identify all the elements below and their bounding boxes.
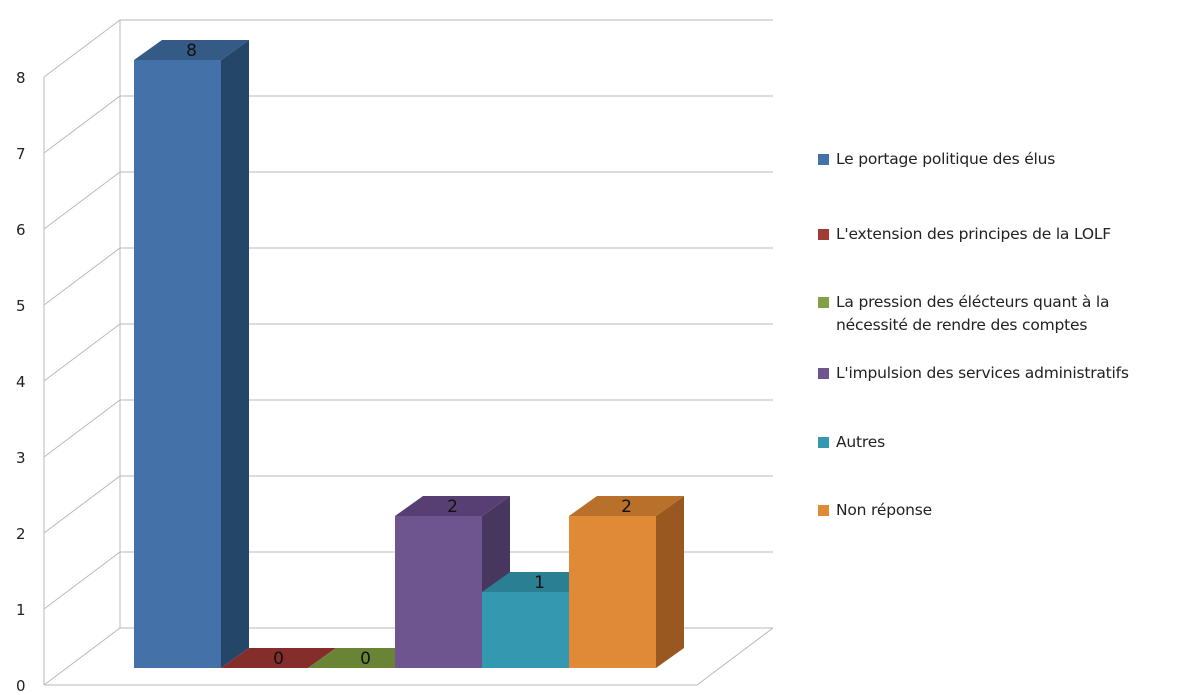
- data-label: 2: [447, 497, 458, 517]
- legend-swatch: [818, 505, 829, 516]
- bar-top-face: [221, 648, 336, 668]
- bar-front-face: [482, 592, 569, 668]
- legend-entry: Autres: [818, 431, 885, 454]
- gridline: [43, 19, 773, 78]
- legend-swatch: [818, 154, 829, 165]
- gridline: [43, 247, 773, 306]
- data-label: 2: [621, 497, 632, 517]
- legend-entry: L'impulsion des services administratifs: [818, 362, 1129, 385]
- bar: [569, 496, 684, 668]
- data-label: 0: [360, 649, 371, 669]
- bar-top-face: [482, 572, 597, 592]
- gridline: [43, 323, 773, 382]
- bar: [221, 648, 336, 668]
- legend-swatch: [818, 437, 829, 448]
- y-tick-label: 0: [16, 677, 26, 691]
- legend-label: Le portage politique des élus: [836, 150, 1056, 168]
- bar-side-face: [656, 496, 684, 668]
- y-tick-label: 8: [16, 69, 26, 87]
- legend-swatch: [818, 368, 829, 379]
- bar-front-face: [395, 516, 482, 668]
- bar: [308, 648, 423, 668]
- gridline: [43, 475, 773, 534]
- legend-swatch: [818, 229, 829, 240]
- legend-entry: L'extension des principes de la LOLF: [818, 223, 1111, 246]
- gridline: [43, 399, 773, 458]
- bar-front-face: [569, 516, 656, 668]
- bar-top-face: [395, 496, 510, 516]
- legend-label: L'impulsion des services administratifs: [836, 364, 1129, 382]
- legend-label: Autres: [836, 433, 885, 451]
- legend-label: La pression des élécteurs quant à la néc…: [836, 293, 1110, 334]
- bar-front-face: [134, 60, 221, 668]
- legend-entry: Non réponse: [818, 499, 932, 522]
- y-tick-label: 2: [16, 525, 26, 543]
- data-label: 1: [534, 573, 545, 593]
- data-label: 0: [273, 649, 284, 669]
- legend-label: L'extension des principes de la LOLF: [836, 225, 1111, 243]
- y-tick-label: 4: [16, 373, 26, 391]
- bar-side-face: [221, 40, 249, 668]
- y-tick-label: 7: [16, 145, 26, 163]
- gridline: [43, 95, 773, 154]
- data-label: 8: [186, 41, 197, 61]
- bar-top-face: [308, 648, 423, 668]
- legend-entry: La pression des élécteurs quant à la néc…: [818, 291, 1181, 337]
- y-tick-label: 1: [16, 601, 26, 619]
- gridline: [43, 171, 773, 230]
- gridline: [43, 551, 773, 610]
- y-tick-label: 5: [16, 297, 26, 315]
- bar-top-face: [134, 40, 249, 60]
- legend-entry: Le portage politique des élus: [818, 148, 1055, 171]
- y-tick-label: 6: [16, 221, 26, 239]
- floor-front-edge: [44, 627, 774, 686]
- bar: [134, 40, 249, 668]
- legend-label: Non réponse: [836, 501, 932, 519]
- y-tick-label: 3: [16, 449, 26, 467]
- legend-swatch: [818, 297, 829, 308]
- bar-top-face: [569, 496, 684, 516]
